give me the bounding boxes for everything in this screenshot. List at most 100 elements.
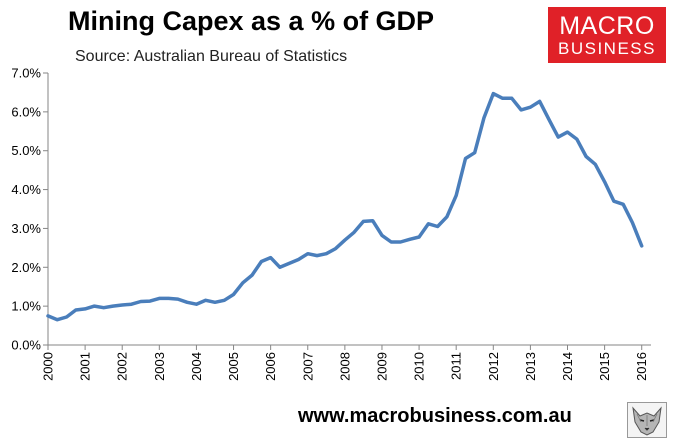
y-tick-label: 4.0% [11,182,41,197]
data-point [566,131,569,133]
data-point [288,262,291,265]
x-tick-label: 2016 [634,352,649,381]
data-point [464,157,467,160]
y-tick-label: 6.0% [11,104,41,119]
x-tick-label: 2002 [115,352,130,381]
logo-line-business: BUSINESS [558,39,656,58]
data-point [492,92,495,95]
data-point [409,238,411,241]
data-point [307,252,309,255]
data-point [548,118,550,121]
data-point [427,223,430,225]
data-point [158,297,161,300]
data-point [501,97,504,100]
data-point [112,305,114,307]
data-point [576,138,578,140]
line-chart: 0.0%1.0%2.0%3.0%4.0%5.0%6.0%7.0% 2000 200… [11,66,651,381]
data-point [381,234,383,237]
data-point [121,304,123,306]
data-point [232,293,235,296]
chart-title: Mining Capex as a % of GDP [68,6,435,36]
data-point [269,256,272,259]
data-point [455,194,458,197]
x-axis: 2000 2001 2002 2003 2004 2005 2006 2007 2008 2009… [41,344,651,381]
data-point [334,247,337,250]
data-point [251,274,253,276]
data-point [186,301,188,304]
y-tick-label: 3.0% [11,221,41,236]
data-point [65,316,68,318]
data-point [538,100,541,103]
data-point [214,301,216,304]
data-point [325,252,328,255]
x-tick-label: 2013 [523,352,538,381]
x-tick-label: 2009 [374,352,389,381]
y-axis: 0.0% 1.0% 2.0% 3.0% 4.0% 5.0% 6.0% 7.0% [11,66,49,353]
x-tick-label: 2001 [78,352,93,381]
data-point [316,254,318,257]
x-tick-label: 2000 [41,352,56,381]
y-tick-label: 5.0% [11,143,41,158]
data-point [47,315,49,317]
chart-subtitle: Source: Australian Bureau of Statistics [75,48,348,65]
data-point [204,299,207,302]
data-point [223,299,226,302]
x-tick-label: 2010 [412,352,427,381]
data-point [130,303,133,306]
data-point [613,200,615,202]
x-tick-label: 2003 [152,352,167,381]
data-point [640,245,643,247]
data-point [56,318,59,321]
y-tick-label: 2.0% [11,260,41,275]
data-point [149,300,151,302]
data-point [631,221,634,224]
data-point [622,203,624,206]
x-tick-label: 2008 [337,352,352,381]
data-point [557,136,559,138]
data-point [102,306,105,309]
data-point [260,260,263,263]
wolf-icon [627,402,667,438]
data-point [594,163,597,166]
data-point [353,231,355,234]
data-point [520,109,522,111]
data-point [84,308,86,310]
y-tick-label: 0.0% [11,338,41,353]
data-point [399,241,402,243]
data-point [511,97,513,100]
data-point [167,297,170,300]
data-point [446,216,448,218]
x-tick-label: 2004 [189,352,204,381]
data-point [603,181,606,183]
x-tick-label: 2007 [300,352,315,381]
data-point [473,151,476,154]
x-tick-label: 2014 [560,352,575,381]
data-point [75,309,77,311]
logo-line-macro: MACRO [559,12,655,40]
footer-url: www.macrobusiness.com.au [298,405,572,427]
data-point [195,303,198,306]
series-group [46,91,644,322]
data-point [344,239,346,241]
x-tick-label: 2015 [597,352,612,381]
x-tick-label: 2012 [486,352,501,381]
data-point [177,298,179,300]
data-point [483,116,485,119]
series-line [46,91,644,322]
x-tick-label: 2005 [226,352,241,381]
data-point [585,155,587,158]
macrobusiness-logo: MACRO BUSINESS [548,7,666,63]
data-point [436,225,439,228]
x-tick-label: 2011 [449,352,464,380]
data-point [297,258,300,261]
y-tick-label: 7.0% [11,66,41,81]
data-point [242,282,244,284]
data-point [140,300,142,303]
data-point [362,220,365,223]
data-point [529,106,532,108]
data-point [279,266,281,269]
x-tick-label: 2006 [263,352,278,381]
data-point [371,219,374,222]
data-point [93,305,96,307]
data-point [390,241,393,243]
